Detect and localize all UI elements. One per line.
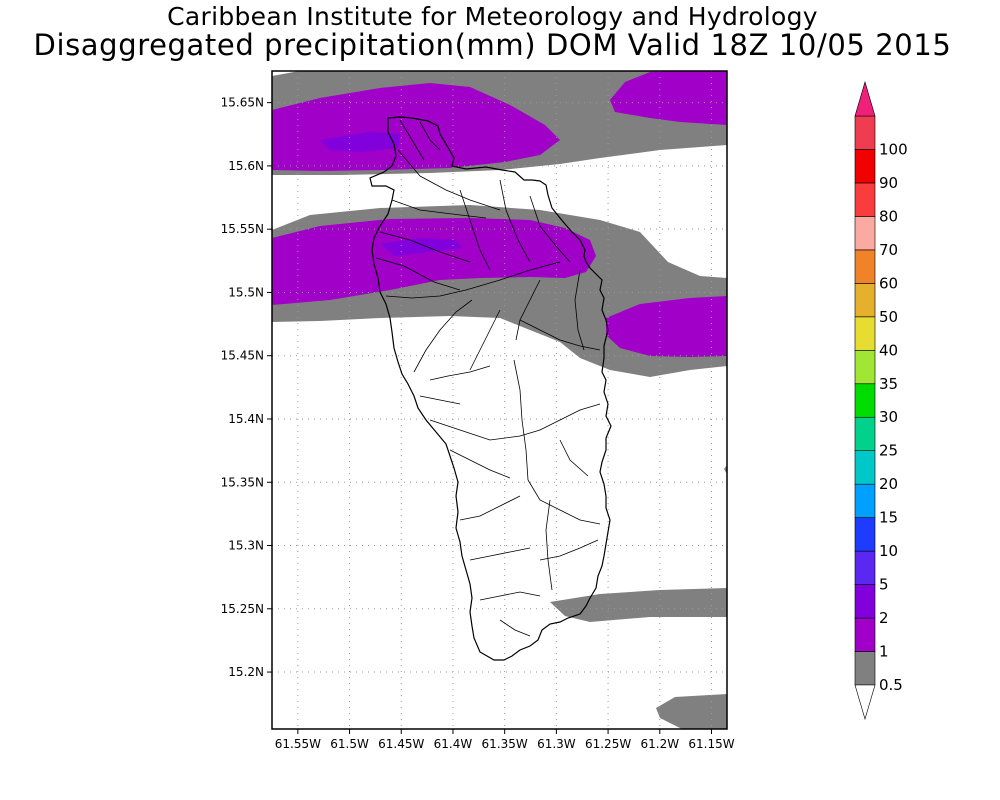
colorbar-label: 5	[879, 576, 889, 594]
colorbar-swatch	[854, 182, 876, 217]
colorbar-label: 0.5	[879, 676, 903, 694]
colorbar-swatch	[854, 283, 876, 318]
plot-frame	[271, 70, 728, 730]
colorbar-swatch	[854, 617, 876, 652]
colorbar-swatch	[854, 383, 876, 418]
colorbar-label: 80	[879, 207, 898, 225]
lon-tick-label: 61.5W	[330, 737, 369, 751]
colorbar-swatch	[854, 316, 876, 351]
colorbar-label: 1	[879, 643, 889, 661]
lat-tick-label: 15.4N	[228, 412, 264, 426]
colorbar-swatch	[854, 115, 876, 150]
lon-tick-label: 61.15W	[688, 737, 734, 751]
lat-tick-label: 15.45N	[221, 349, 264, 363]
colorbar-bottom-arrow	[854, 684, 876, 721]
lat-tick-label: 15.55N	[221, 222, 264, 236]
colorbar-swatch	[854, 483, 876, 518]
lon-tick-label: 61.4W	[434, 737, 473, 751]
precip-core-middle	[380, 238, 462, 256]
ocean-background	[272, 71, 727, 729]
lat-tick-label: 15.65N	[221, 96, 264, 110]
colorbar-label: 100	[879, 140, 908, 158]
lat-tick-label: 15.35N	[221, 475, 264, 489]
precip-band-middle-purple	[272, 218, 596, 305]
colorbar-label: 30	[879, 408, 898, 426]
lat-tick-label: 15.3N	[228, 539, 264, 553]
lat-tick-label: 15.25N	[221, 602, 264, 616]
lon-tick-label: 61.2W	[640, 737, 679, 751]
lon-tick-label: 61.55W	[275, 737, 321, 751]
map-title: Disaggregated precipitation(mm) DOM Vali…	[33, 28, 952, 62]
colorbar-top-arrow	[854, 80, 876, 117]
lat-tick-label: 15.2N	[228, 665, 264, 679]
precip-blob-southeast-gray	[656, 694, 727, 729]
colorbar-swatch	[854, 450, 876, 485]
latitude-axis: 15.65N 15.6N 15.55N 15.5N 15.45N 15.4N 15.35N 1…	[221, 96, 272, 679]
colorbar-label: 60	[879, 274, 898, 292]
institution-title: Caribbean Institute for Meteorology and …	[167, 2, 818, 31]
colorbar-swatch	[854, 149, 876, 184]
precip-blob-northeast-purple	[610, 71, 727, 125]
colorbar-label: 90	[879, 174, 898, 192]
colorbar-swatch	[854, 584, 876, 619]
colorbar-label: 15	[879, 509, 898, 527]
colorbar-label: 40	[879, 341, 898, 359]
colorbar-label: 70	[879, 241, 898, 259]
colorbar-label: 2	[879, 609, 889, 627]
lon-tick-label: 61.45W	[378, 737, 424, 751]
lat-tick-label: 15.6N	[228, 159, 264, 173]
dominica-island-outline	[369, 116, 612, 661]
colorbar-label: 25	[879, 442, 898, 460]
colorbar-swatch	[854, 349, 876, 385]
colorbar-label: 35	[879, 375, 898, 393]
lat-tick-label: 15.5N	[228, 285, 264, 299]
colorbar-swatch	[854, 249, 876, 284]
precip-blob-east-purple	[606, 296, 727, 357]
colorbar-swatch	[854, 651, 876, 686]
colorbar-label: 20	[879, 475, 898, 493]
interior-river-lines	[375, 119, 601, 637]
colorbar-label: 50	[879, 308, 898, 326]
colorbar-swatch	[854, 517, 876, 552]
lon-tick-label: 61.35W	[482, 737, 528, 751]
lon-tick-label: 61.25W	[585, 737, 631, 751]
map-plot-area	[272, 71, 727, 729]
precip-core-north	[320, 132, 400, 152]
precip-band-south-gray	[550, 588, 727, 622]
colorbar-label: 10	[879, 542, 898, 560]
colorbar-swatch	[854, 550, 876, 585]
colorbar-swatch	[854, 216, 876, 251]
colorbar-swatch	[854, 416, 876, 452]
lon-tick-label: 61.3W	[537, 737, 576, 751]
longitude-axis: 61.55W 61.5W 61.45W 61.4W 61.35W 61.3W 61.25W 6…	[275, 729, 735, 751]
